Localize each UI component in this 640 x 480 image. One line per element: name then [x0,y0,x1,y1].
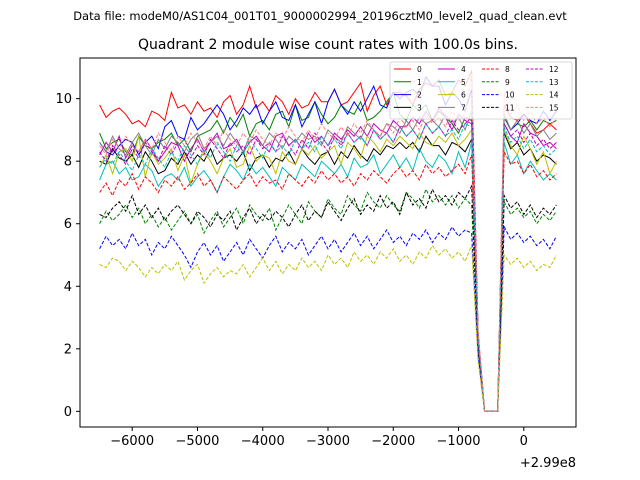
series-line-10 [99,224,557,412]
series-line-9 [99,188,557,412]
legend-label-4: 4 [461,65,466,74]
series-line-11 [99,184,557,412]
legend-label-2: 2 [417,91,422,100]
legend-label-9: 9 [505,78,510,87]
series-line-14 [99,244,557,412]
x-tick-label: 0 [520,434,528,449]
legend-label-13: 13 [549,78,559,87]
y-tick-label: 6 [64,217,72,232]
y-axis-ticks: 0 2 4 6 8 10 [55,92,80,420]
y-tick-label: 0 [64,405,72,420]
x-tick-label: −4000 [241,434,285,449]
legend-label-8: 8 [505,65,510,74]
legend-label-5: 5 [461,78,466,87]
legend-box [389,61,573,120]
x-axis-ticks: −6000 −5000 −4000 −3000 −2000 −1000 0 [110,427,528,449]
x-tick-label: −6000 [110,434,154,449]
series-line-12 [99,116,557,412]
legend-label-6: 6 [461,91,466,100]
legend-label-3: 3 [417,103,422,112]
x-tick-label: −3000 [306,434,350,449]
x-tick-label: −2000 [371,434,415,449]
legend-label-7: 7 [461,103,466,112]
chart-title: Quadrant 2 module wise count rates with … [138,37,518,53]
legend-label-11: 11 [505,103,515,112]
x-tick-label: −1000 [437,434,481,449]
series-line-7 [99,111,557,412]
x-offset-label: +2.99e8 [520,456,576,471]
y-tick-label: 10 [55,92,72,107]
y-tick-label: 2 [64,342,72,357]
x-tick-label: −5000 [175,434,219,449]
suptitle: Data file: modeM0/AS1C04_001T01_90000029… [73,9,567,23]
legend-label-10: 10 [505,91,515,100]
legend-label-14: 14 [549,91,559,100]
y-tick-label: 8 [64,155,72,170]
series-line-8 [99,151,557,412]
series-line-6 [99,128,557,412]
series-line-2 [99,75,557,412]
plot-lines [99,70,557,412]
legend-label-0: 0 [417,65,422,74]
legend-label-12: 12 [549,65,559,74]
series-line-0 [99,70,557,412]
series-line-15 [99,73,557,412]
series-line-13 [99,122,557,412]
y-tick-label: 4 [64,280,72,295]
series-line-1 [99,91,557,412]
legend-label-15: 15 [549,103,559,112]
legend-label-1: 1 [417,78,422,87]
